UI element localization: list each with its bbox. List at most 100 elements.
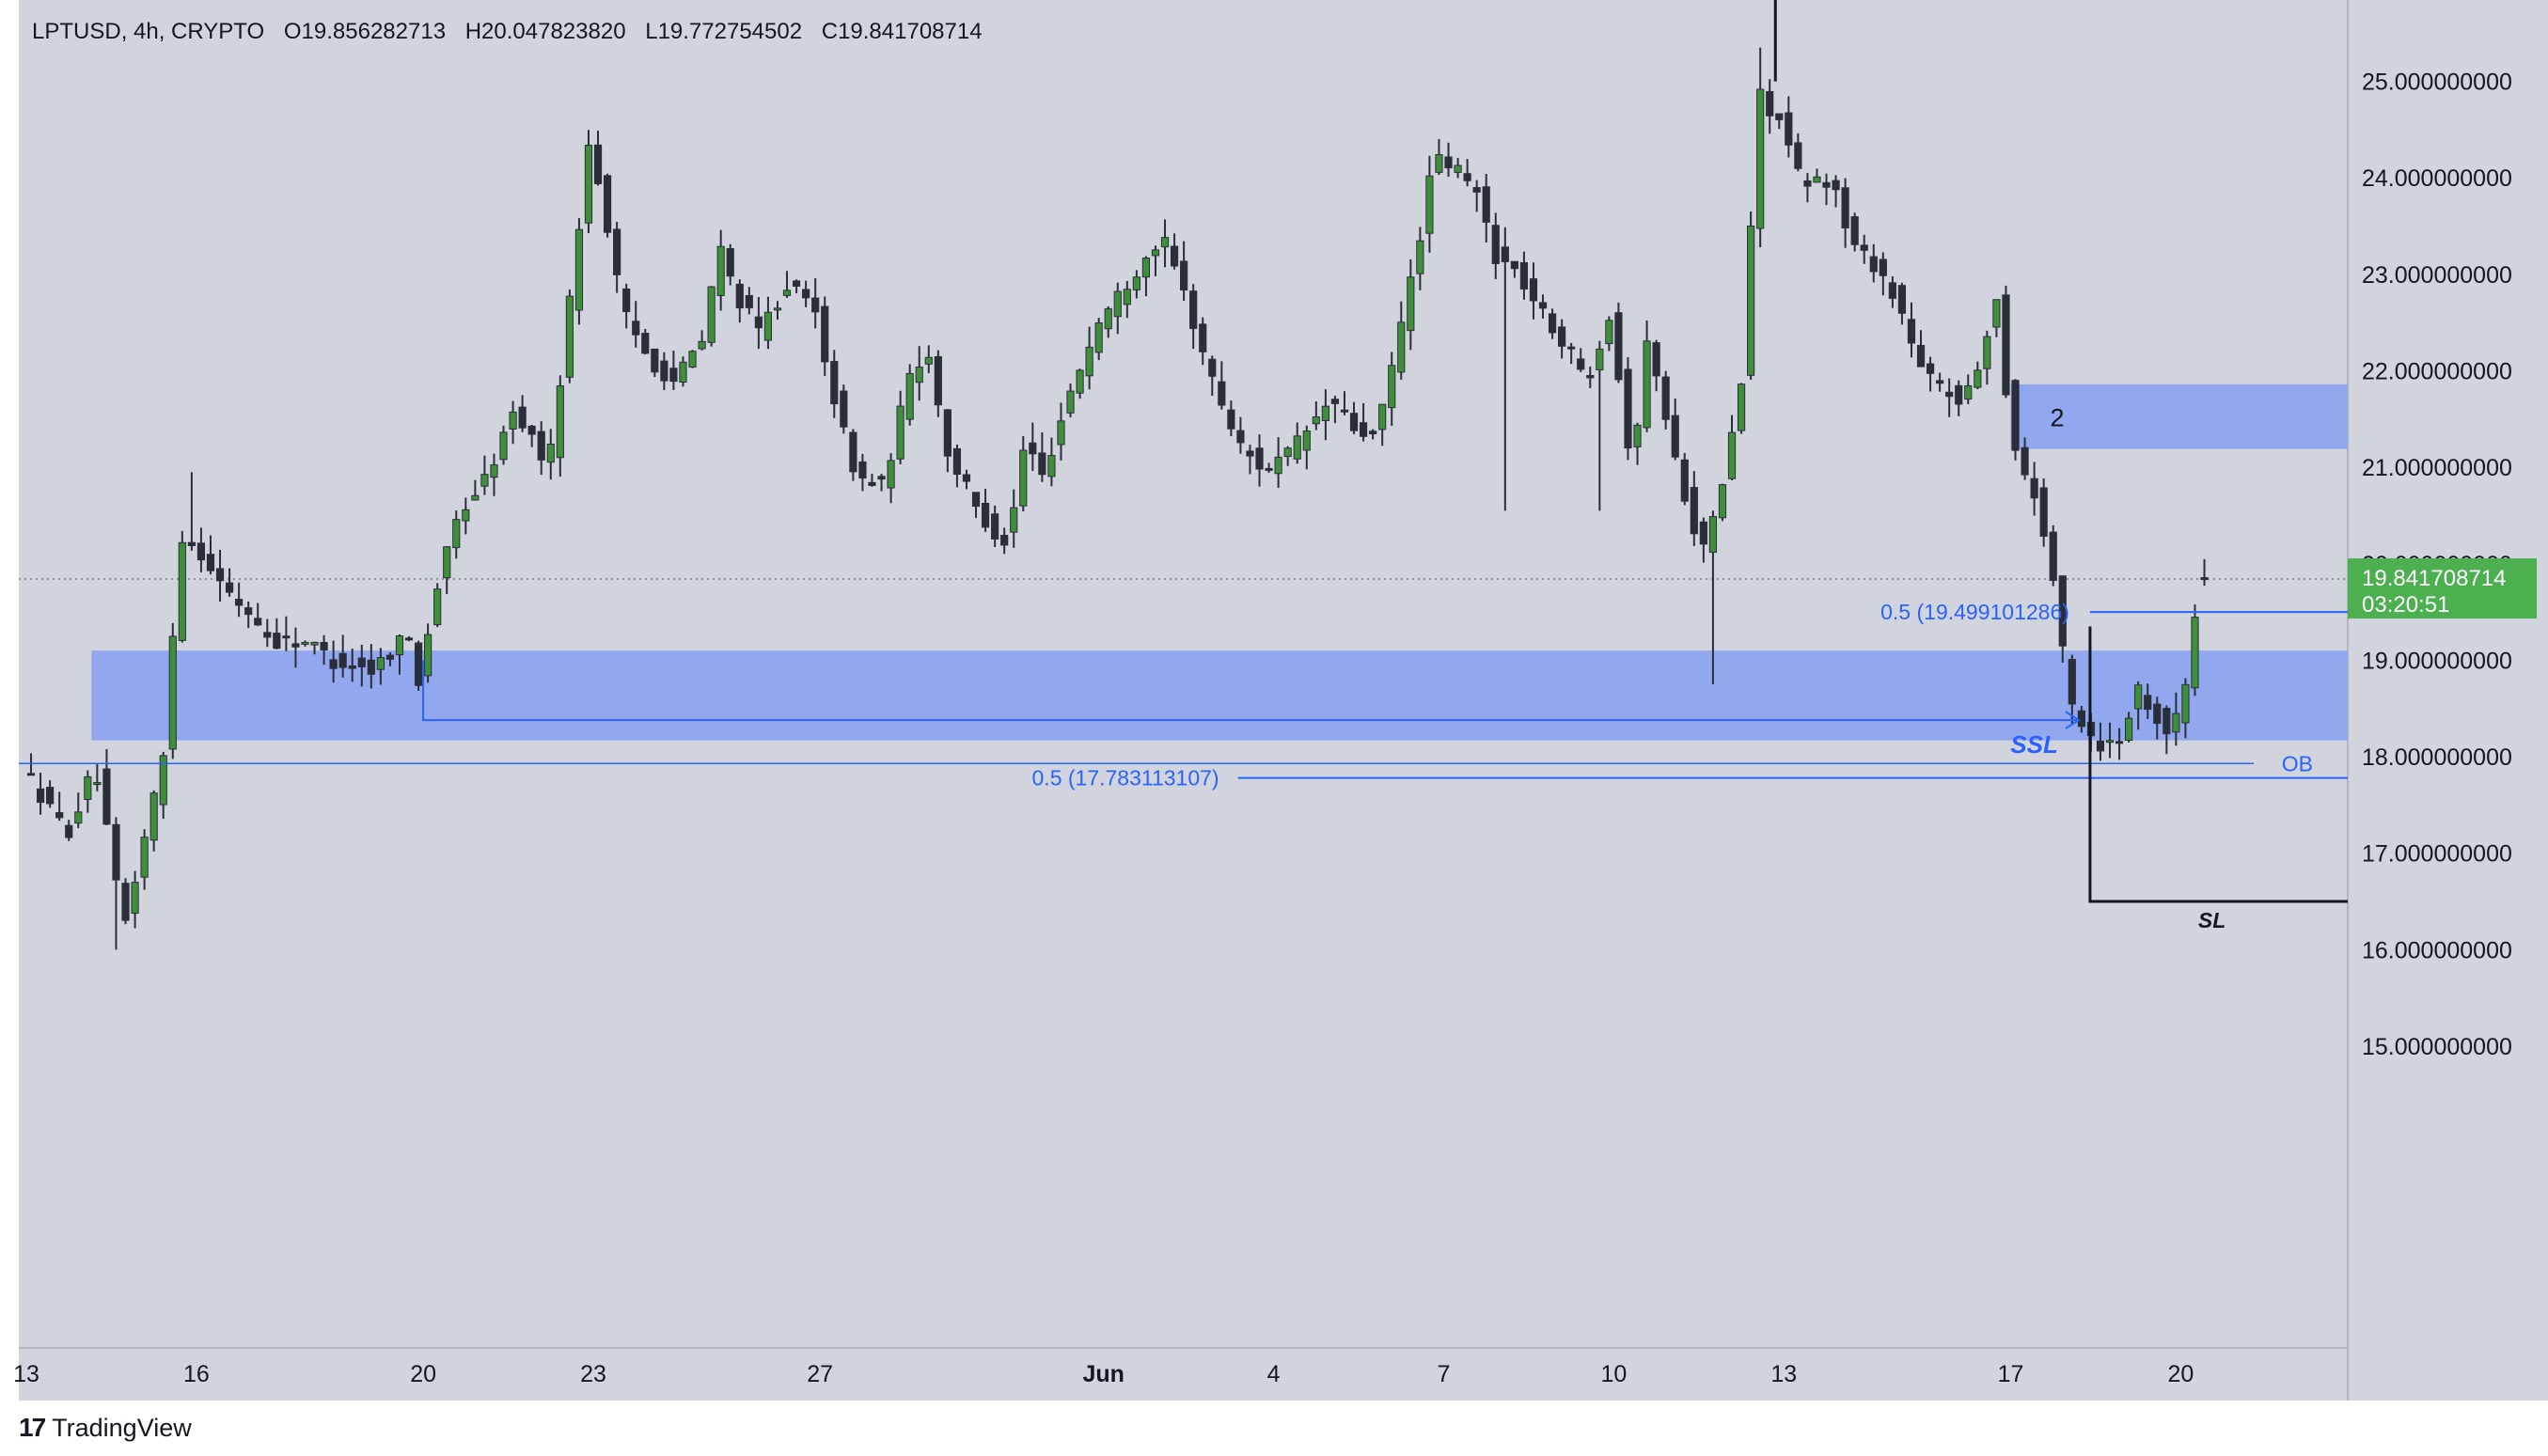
candle-bear[interactable] — [46, 787, 55, 805]
candle-bear[interactable] — [632, 321, 640, 336]
candle-bear[interactable] — [1501, 246, 1509, 262]
candle-bull[interactable] — [2125, 717, 2133, 742]
candle-bear[interactable] — [1832, 180, 1840, 191]
candle-bear[interactable] — [1794, 142, 1802, 169]
candle-bear[interactable] — [26, 773, 36, 776]
candle-bull[interactable] — [1047, 455, 1056, 478]
candle-bear[interactable] — [669, 368, 678, 383]
candle-bear[interactable] — [641, 333, 650, 354]
candle-bear[interactable] — [991, 513, 999, 540]
candle-bull[interactable] — [584, 144, 593, 224]
candle-bull[interactable] — [1992, 299, 2001, 328]
candle-bear[interactable] — [651, 348, 659, 373]
candle-bull[interactable] — [1708, 516, 1718, 554]
candle-bull[interactable] — [1321, 405, 1329, 421]
candle-bear[interactable] — [660, 360, 668, 382]
candle-bear[interactable] — [726, 247, 734, 277]
candle-bull[interactable] — [1302, 431, 1311, 451]
candle-bear[interactable] — [1538, 302, 1548, 309]
candle-bear[interactable] — [55, 812, 64, 819]
candle-bear[interactable] — [527, 425, 536, 435]
candle-bull[interactable] — [1019, 449, 1028, 507]
candle-bull[interactable] — [716, 245, 725, 296]
candle-bear[interactable] — [2039, 487, 2048, 537]
candle-bull[interactable] — [1964, 384, 1973, 400]
candle-bear[interactable] — [263, 632, 272, 638]
ssl-line[interactable] — [422, 660, 2079, 722]
candle-bear[interactable] — [2021, 446, 2029, 476]
candle-bull[interactable] — [924, 356, 933, 365]
candle-bear[interactable] — [962, 474, 971, 482]
candle-bull[interactable] — [1066, 390, 1075, 414]
candle-bear[interactable] — [1680, 459, 1689, 502]
candle-bear[interactable] — [1897, 285, 1907, 314]
candle-bull[interactable] — [1010, 507, 1018, 533]
candle-bear[interactable] — [1330, 399, 1340, 404]
candle-bear[interactable] — [518, 406, 527, 429]
candle-bear[interactable] — [367, 659, 375, 675]
candle-bear[interactable] — [1945, 391, 1954, 398]
candle-bull[interactable] — [1605, 320, 1613, 345]
candle-bull[interactable] — [1085, 346, 1093, 377]
candle-bear[interactable] — [971, 492, 981, 508]
candle-bull[interactable] — [1813, 176, 1821, 183]
candle-bear[interactable] — [1349, 413, 1359, 431]
candle-bear[interactable] — [840, 390, 848, 428]
candle-bear[interactable] — [187, 541, 196, 547]
candle-bull[interactable] — [1737, 384, 1746, 431]
candle-bull[interactable] — [310, 641, 319, 646]
candle-bear[interactable] — [1208, 358, 1217, 377]
candle-bear[interactable] — [2200, 577, 2209, 581]
candle-bear[interactable] — [1558, 326, 1566, 347]
candle-bear[interactable] — [868, 481, 876, 486]
candle-bear[interactable] — [348, 665, 356, 669]
candle-bull[interactable] — [480, 474, 489, 487]
candle-bear[interactable] — [197, 542, 206, 561]
candle-bull[interactable] — [1312, 416, 1320, 425]
candle-bear[interactable] — [934, 355, 942, 406]
candle-bull[interactable] — [1076, 369, 1084, 394]
candle-bear[interactable] — [1803, 180, 1812, 187]
candle-bull[interactable] — [905, 372, 914, 420]
candle-bull[interactable] — [131, 882, 139, 915]
candle-bull[interactable] — [1141, 258, 1151, 278]
candle-bear[interactable] — [1170, 245, 1179, 267]
candle-bull[interactable] — [763, 311, 773, 341]
candle-bull[interactable] — [509, 411, 517, 430]
candle-bear[interactable] — [952, 447, 962, 475]
candle-bear[interactable] — [2115, 741, 2124, 744]
order-block-zone[interactable] — [91, 650, 2349, 741]
sl-line[interactable] — [2088, 626, 2348, 903]
candle-bull[interactable] — [1132, 276, 1140, 290]
candle-bull[interactable] — [565, 295, 574, 378]
candle-bear[interactable] — [1444, 156, 1453, 169]
candle-bear[interactable] — [338, 652, 347, 668]
candle-bull[interactable] — [546, 444, 555, 463]
candle-bull[interactable] — [1747, 225, 1755, 376]
candle-bear[interactable] — [1199, 323, 1207, 352]
candle-bear[interactable] — [1340, 409, 1349, 413]
candle-bear[interactable] — [877, 476, 886, 480]
candle-bear[interactable] — [849, 431, 857, 473]
candle-bull[interactable] — [1425, 175, 1434, 234]
candle-bear[interactable] — [603, 175, 612, 233]
candle-bull[interactable] — [1397, 321, 1406, 373]
candle-bear[interactable] — [1690, 487, 1698, 535]
candle-bull[interactable] — [471, 494, 480, 501]
candle-bear[interactable] — [811, 297, 820, 313]
candle-bear[interactable] — [357, 657, 366, 667]
candle-bull[interactable] — [462, 509, 470, 522]
candle-bull[interactable] — [1274, 456, 1282, 475]
candle-bear[interactable] — [1227, 409, 1235, 430]
candle-bear[interactable] — [282, 635, 291, 639]
candle-bull[interactable] — [490, 464, 498, 478]
symbol-label[interactable]: LPTUSD, 4h, CRYPTO — [32, 19, 265, 44]
candle-bear[interactable] — [2030, 478, 2038, 499]
candle-bear[interactable] — [1482, 186, 1490, 223]
candle-bear[interactable] — [2068, 659, 2076, 705]
candle-bear[interactable] — [1624, 368, 1632, 449]
candle-bear[interactable] — [1246, 450, 1254, 457]
candle-bull[interactable] — [1756, 88, 1765, 229]
candle-bull[interactable] — [1388, 365, 1396, 409]
